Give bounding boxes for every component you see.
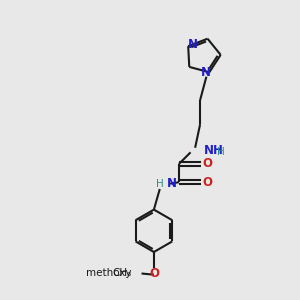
Text: N: N <box>188 38 198 51</box>
Text: CH₃: CH₃ <box>112 268 132 278</box>
Text: O: O <box>149 267 159 280</box>
Text: O: O <box>202 158 212 170</box>
Text: H: H <box>156 179 164 189</box>
Text: N: N <box>201 66 211 79</box>
Text: N: N <box>167 177 177 190</box>
Text: methoxy: methoxy <box>86 268 132 278</box>
Text: H: H <box>217 147 224 157</box>
Text: NH: NH <box>204 144 224 157</box>
Text: O: O <box>202 176 212 189</box>
